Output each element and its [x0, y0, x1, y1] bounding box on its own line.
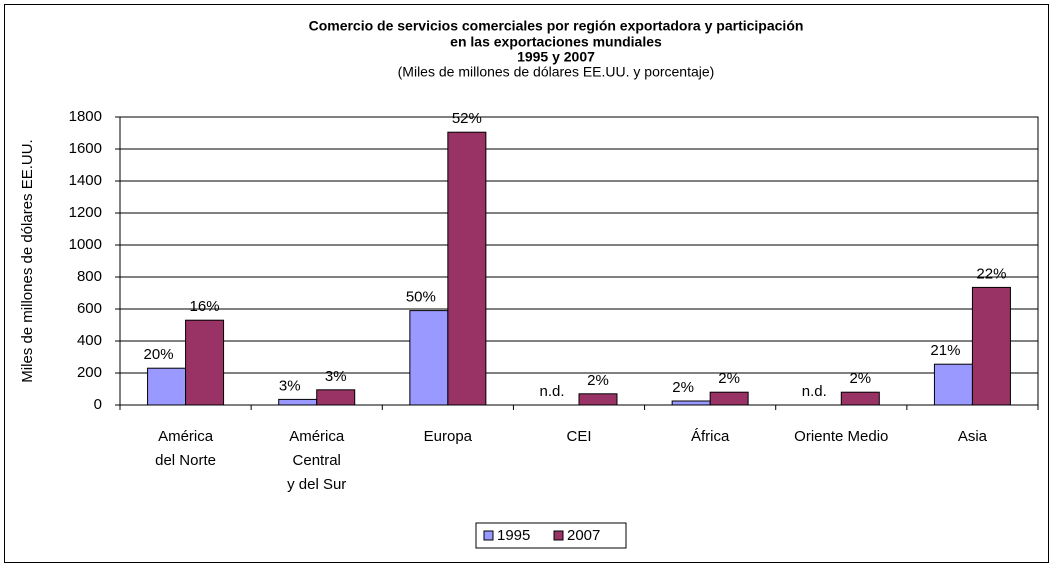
y-tick-label: 1000 — [69, 236, 102, 253]
x-tick-label: Central — [293, 452, 341, 469]
x-tick-label: del Norte — [155, 452, 216, 469]
bar — [709, 391, 749, 406]
bar — [971, 286, 1011, 406]
legend-box — [475, 522, 627, 549]
y-tick-label: 600 — [77, 300, 102, 317]
bar — [147, 367, 187, 406]
y-tick-label: 1800 — [69, 108, 102, 125]
chart-title: en las exportaciones mundiales — [450, 34, 662, 50]
x-tick-label: CEI — [566, 428, 591, 445]
share-label: 20% — [144, 346, 174, 363]
share-label: 22% — [976, 265, 1006, 282]
chart-title: 1995 y 2007 — [517, 49, 595, 65]
chart-subtitle: (Miles de millones de dólares EE.UU. y p… — [398, 64, 715, 80]
share-label: 52% — [452, 110, 482, 127]
share-label: 3% — [279, 377, 301, 394]
x-tick-label: América — [289, 428, 345, 445]
y-axis-label: Miles de millones de dólares EE.UU. — [19, 139, 36, 382]
y-tick-label: 400 — [77, 332, 102, 349]
share-label: 3% — [325, 368, 347, 385]
share-label: 16% — [190, 298, 220, 315]
share-label: n.d. — [539, 383, 564, 400]
y-tick-label: 200 — [77, 364, 102, 381]
chart-title: Comercio de servicios comerciales por re… — [309, 18, 804, 34]
x-tick-label: Europa — [424, 428, 473, 445]
bar — [840, 391, 880, 406]
share-label: 50% — [406, 289, 436, 306]
share-label: 21% — [930, 342, 960, 359]
y-tick-label: 1200 — [69, 204, 102, 221]
bar — [933, 363, 973, 406]
x-tick-label: y del Sur — [287, 476, 346, 493]
x-tick-label: Asia — [958, 428, 988, 445]
y-tick-label: 800 — [77, 268, 102, 285]
y-tick-label: 1400 — [69, 172, 102, 189]
legend-label: 1995 — [497, 527, 530, 544]
share-label: n.d. — [802, 383, 827, 400]
legend-label: 2007 — [567, 527, 600, 544]
x-tick-label: América — [158, 428, 214, 445]
x-tick-label: Oriente Medio — [794, 428, 888, 445]
y-tick-label: 0 — [94, 396, 102, 413]
bar — [671, 400, 711, 406]
bar — [185, 319, 225, 406]
bar — [278, 398, 318, 406]
x-tick-label: África — [691, 428, 730, 445]
bar — [447, 131, 487, 406]
plot-area — [119, 116, 1039, 406]
bar — [409, 310, 449, 406]
share-label: 2% — [718, 370, 740, 387]
bar — [578, 393, 618, 406]
share-label: 2% — [587, 372, 609, 389]
bar — [316, 389, 356, 406]
legend-swatch — [553, 530, 564, 541]
y-tick-label: 1600 — [69, 140, 102, 157]
share-label: 2% — [672, 379, 694, 396]
share-label: 2% — [849, 370, 871, 387]
legend-swatch — [483, 530, 494, 541]
